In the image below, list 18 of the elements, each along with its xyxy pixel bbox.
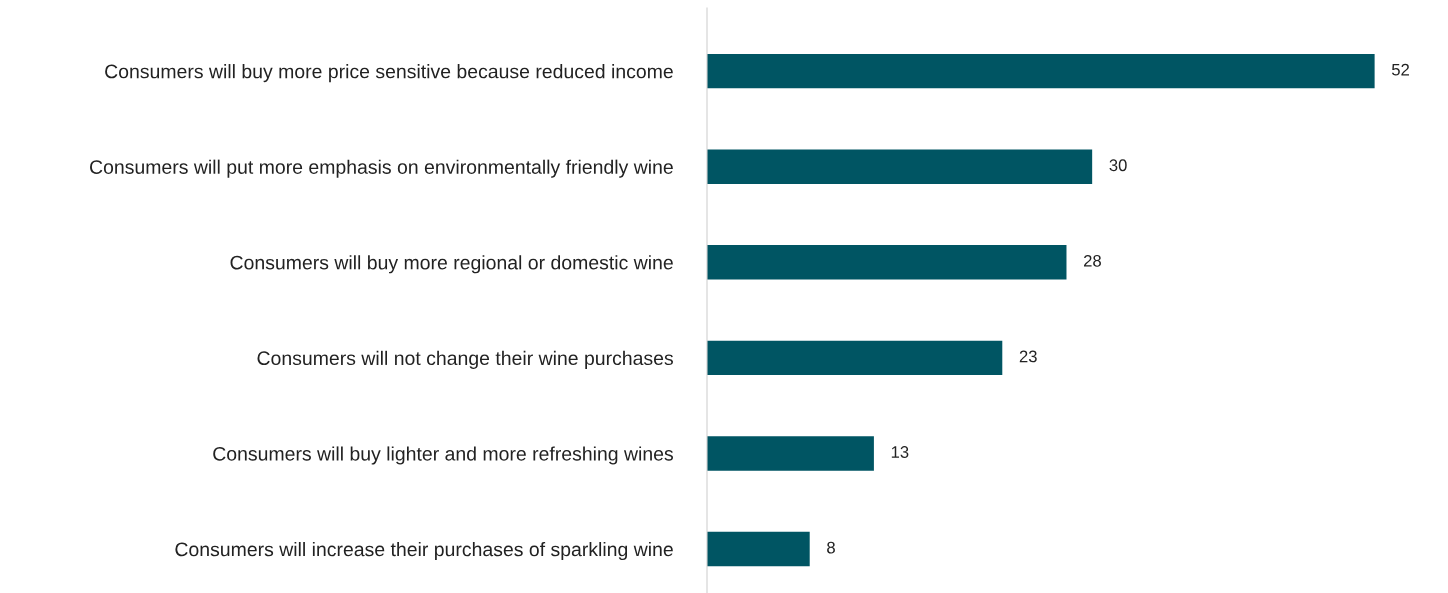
- data-label: 8: [827, 541, 835, 554]
- y-tick-label: Consumers will buy more price sensitive because reduced income: [105, 64, 673, 83]
- y-tick-label: Consumers will increase their purchases of sparkling wine: [175, 541, 673, 561]
- y-tick-label: Consumers will put more emphasis on environmentally friendly wine: [90, 159, 673, 178]
- data-label: 23: [1019, 350, 1037, 363]
- data-label: 13: [891, 446, 909, 458]
- data-label: 28: [1083, 254, 1101, 267]
- bar: [707, 53, 1375, 89]
- y-tick-label: Consumers will not change their wine purchases: [257, 350, 673, 369]
- bar: [707, 340, 1003, 376]
- bar: [707, 436, 874, 471]
- data-label: 52: [1391, 63, 1409, 76]
- data-label: 30: [1109, 159, 1127, 172]
- bar: [707, 245, 1067, 280]
- bar: [707, 531, 810, 567]
- bar: [707, 149, 1093, 184]
- y-tick-label: Consumers will buy more regional or domestic wine: [230, 255, 673, 274]
- y-tick-label: Consumers will buy lighter and more refreshing wines: [213, 446, 673, 465]
